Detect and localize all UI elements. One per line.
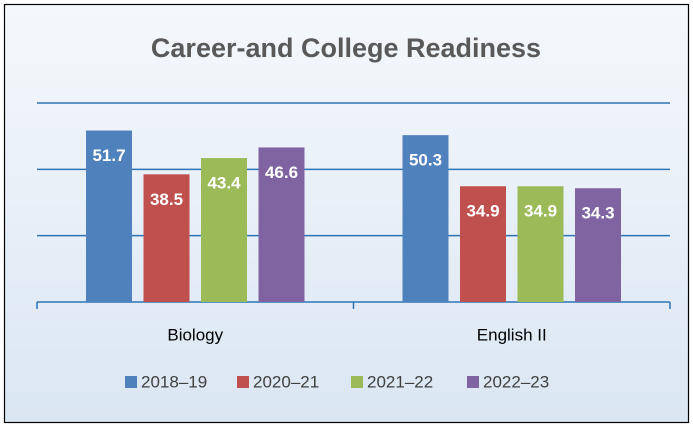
bar bbox=[143, 174, 190, 302]
bar bbox=[517, 186, 564, 302]
bar bbox=[258, 147, 305, 302]
legend-label: 2021–22 bbox=[367, 372, 433, 391]
bar bbox=[575, 188, 621, 302]
legend-label: 2020–21 bbox=[253, 372, 319, 391]
chart-title: Career-and College Readiness bbox=[151, 33, 541, 63]
bar bbox=[460, 186, 506, 302]
data-label: 46.6 bbox=[265, 163, 298, 182]
legend-swatch bbox=[125, 376, 137, 388]
data-label: 38.5 bbox=[150, 190, 183, 209]
legend-swatch bbox=[467, 376, 479, 388]
bar bbox=[86, 130, 132, 302]
data-label: 34.9 bbox=[466, 202, 499, 221]
data-label: 43.4 bbox=[207, 174, 241, 193]
x-tick-label: English II bbox=[477, 325, 547, 344]
data-label: 50.3 bbox=[409, 151, 442, 170]
bar bbox=[201, 158, 247, 302]
data-label: 34.3 bbox=[581, 204, 614, 223]
x-tick-label: Biology bbox=[167, 325, 223, 344]
legend-label: 2018–19 bbox=[141, 372, 207, 391]
legend-swatch bbox=[351, 376, 363, 388]
legend-swatch bbox=[237, 376, 249, 388]
data-label: 34.9 bbox=[524, 202, 557, 221]
data-label: 51.7 bbox=[92, 146, 125, 165]
legend-label: 2022–23 bbox=[483, 372, 549, 391]
bar bbox=[402, 135, 449, 302]
